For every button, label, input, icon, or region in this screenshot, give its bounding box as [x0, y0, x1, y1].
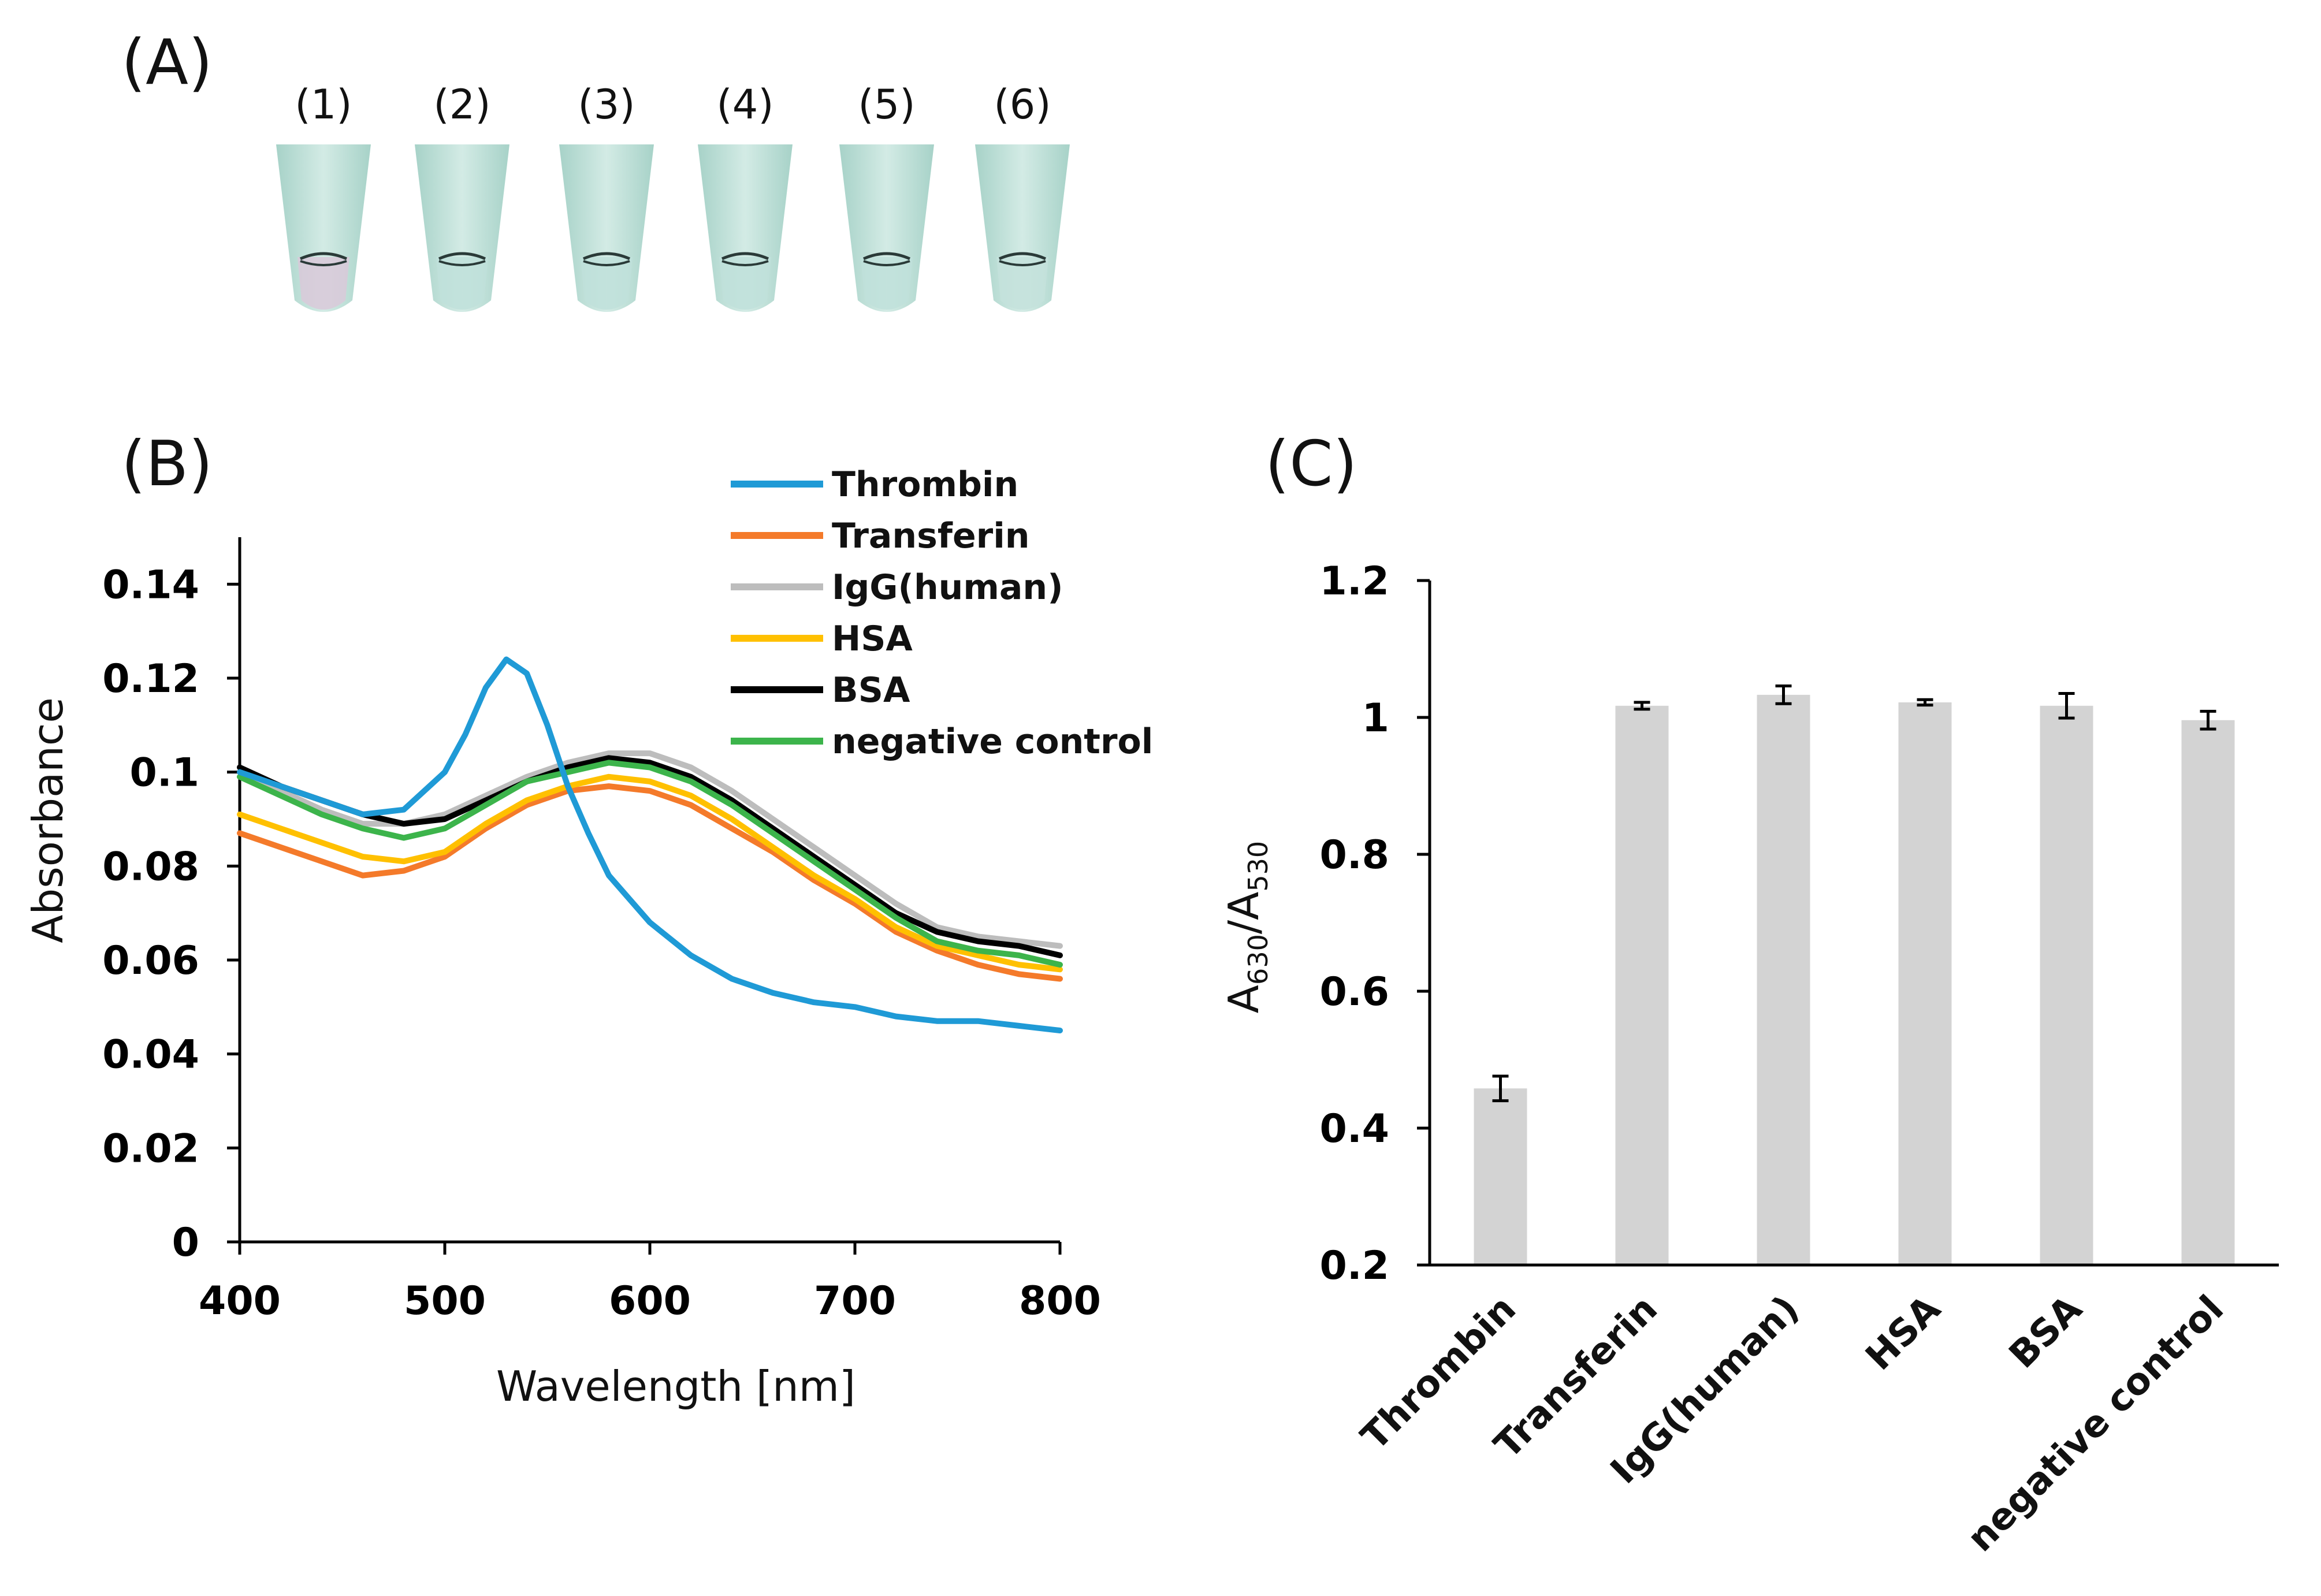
c-y-tick-label: 0.8: [1320, 832, 1389, 878]
tube-tip-solution: [581, 257, 633, 310]
c-y-tick-label: 1.2: [1320, 559, 1389, 604]
meniscus-bottom: [300, 260, 347, 266]
tube-label: (6): [994, 81, 1051, 128]
b-y-tick-label: 0: [172, 1220, 199, 1266]
panel-b-absorbance-chart: Absorbance Wavelength [nm] 0 0.02 0.04 0.06…: [24, 464, 1153, 1411]
b-y-tick-label: 0.12: [102, 656, 199, 702]
meniscus-top: [299, 252, 348, 261]
b-xlabel: Wavelength [nm]: [496, 1362, 856, 1411]
tube-tip-solution: [996, 257, 1048, 310]
meniscus-top: [438, 252, 486, 261]
b-y-tick-label: 0.08: [102, 844, 199, 890]
b-x-tick-label: 400: [199, 1278, 281, 1324]
bar-transferin: [1615, 705, 1669, 1265]
tube-label: (4): [716, 81, 773, 128]
meniscus-top: [582, 252, 631, 261]
series-line-hsa: [237, 773, 1063, 973]
tube-label: (5): [858, 81, 915, 128]
meniscus-bottom: [438, 260, 486, 266]
tube-tip-solution: [436, 257, 488, 310]
meniscus-bottom: [863, 260, 910, 266]
series-line-negative-control: [237, 760, 1063, 968]
tube-label: (1): [295, 81, 352, 128]
c-y-tick-label: 0.6: [1320, 969, 1389, 1015]
b-ylabel: Absorbance: [24, 697, 72, 943]
b-y-tick-label: 0.06: [102, 938, 199, 984]
bar-igg-human-: [1757, 694, 1810, 1265]
c-y-tick-label: 0.2: [1320, 1243, 1389, 1289]
category-label: negative control: [1959, 1288, 2232, 1560]
b-x-tick-label: 800: [1019, 1278, 1101, 1324]
bar-bsa: [2040, 705, 2093, 1265]
meniscus-top: [998, 252, 1047, 261]
b-x-tick-label: 600: [609, 1278, 691, 1324]
c-ylabel: A630/A530: [1219, 841, 1274, 1013]
bar-hsa: [1898, 702, 1952, 1265]
c-y-tick-label: 1: [1362, 695, 1389, 741]
legend-label: IgG(human): [832, 567, 1063, 608]
panel-label-a: (A): [121, 27, 213, 99]
meniscus-bottom: [721, 260, 769, 266]
category-label: HSA: [1858, 1288, 1949, 1379]
tube-label: (3): [578, 81, 635, 128]
b-y-tick-label: 0.1: [130, 750, 199, 796]
tube-tip-solution: [297, 257, 349, 310]
legend-label: Thrombin: [832, 464, 1018, 505]
b-y-tick-label: 0.14: [102, 562, 199, 608]
panel-label-c: (C): [1265, 428, 1357, 500]
panel-c-ratio-chart: A630/A530 0.20.40.60.811.2ThrombinTransf…: [1219, 559, 2279, 1560]
series-line-transferin: [237, 783, 1063, 982]
panel-a-tubes: (1) (2) (3) (4) (5) (6): [276, 81, 1070, 312]
legend-label: Transferin: [832, 516, 1030, 556]
tube-tip-solution: [861, 257, 913, 310]
category-label: BSA: [2001, 1288, 2091, 1377]
legend-label: HSA: [832, 619, 913, 659]
meniscus-top: [862, 252, 911, 261]
meniscus-bottom: [999, 260, 1046, 266]
series-line-bsa: [237, 755, 1063, 958]
panel-label-b: (B): [121, 428, 213, 500]
meniscus-bottom: [583, 260, 630, 266]
tube-label: (2): [433, 81, 490, 128]
bar-negative-control: [2181, 720, 2235, 1265]
bar-thrombin: [1474, 1088, 1527, 1265]
series-line-thrombin: [237, 656, 1063, 1033]
c-y-tick-label: 0.4: [1320, 1106, 1389, 1152]
meniscus-top: [721, 252, 769, 261]
b-y-tick-label: 0.04: [102, 1032, 199, 1078]
tube-tip-solution: [719, 257, 771, 310]
legend-label: negative control: [832, 721, 1153, 762]
b-x-tick-label: 700: [814, 1278, 896, 1324]
b-y-tick-label: 0.02: [102, 1126, 199, 1171]
b-x-tick-label: 500: [404, 1278, 486, 1324]
series-line-igg-human-: [237, 750, 1063, 949]
legend-label: BSA: [832, 670, 910, 710]
